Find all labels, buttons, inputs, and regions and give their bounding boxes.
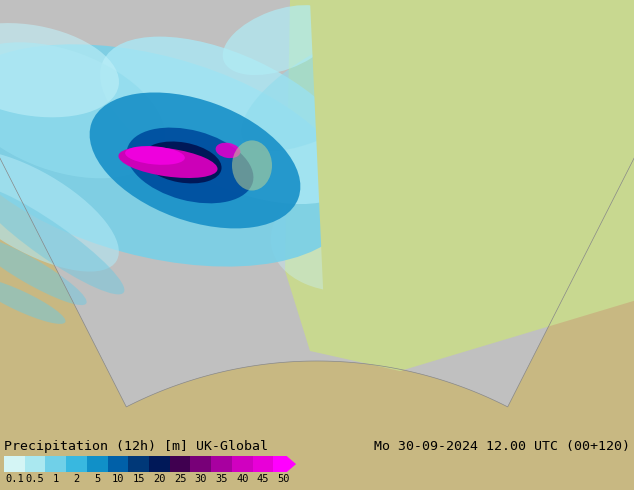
Ellipse shape	[223, 5, 337, 75]
Bar	[273, 456, 287, 472]
Ellipse shape	[271, 170, 450, 292]
Bar	[108, 456, 128, 472]
Ellipse shape	[143, 142, 221, 183]
Polygon shape	[287, 456, 296, 472]
Text: 0.5: 0.5	[26, 474, 44, 484]
Bar	[211, 456, 232, 472]
Ellipse shape	[0, 187, 124, 294]
Bar	[190, 456, 211, 472]
Text: Precipitation (12h) [m] UK-Global: Precipitation (12h) [m] UK-Global	[4, 440, 268, 453]
Ellipse shape	[127, 127, 254, 203]
Ellipse shape	[0, 44, 354, 267]
Ellipse shape	[0, 149, 119, 271]
Text: 10: 10	[112, 474, 124, 484]
Ellipse shape	[232, 141, 272, 191]
Ellipse shape	[216, 143, 240, 158]
Text: 45: 45	[257, 474, 269, 484]
Text: 2: 2	[74, 474, 80, 484]
Polygon shape	[310, 0, 634, 371]
Ellipse shape	[125, 146, 185, 165]
Ellipse shape	[241, 29, 419, 151]
Text: 0.1: 0.1	[5, 474, 23, 484]
Bar	[170, 456, 190, 472]
Polygon shape	[0, 0, 634, 407]
Bar	[87, 456, 108, 472]
Ellipse shape	[0, 278, 65, 324]
Text: 25: 25	[174, 474, 186, 484]
Ellipse shape	[89, 93, 301, 228]
Ellipse shape	[0, 23, 119, 117]
Bar	[4, 456, 25, 472]
Ellipse shape	[100, 37, 360, 204]
Bar	[128, 456, 149, 472]
Ellipse shape	[417, 111, 519, 260]
Text: 50: 50	[278, 474, 290, 484]
Text: Mo 30-09-2024 12.00 UTC (00+120): Mo 30-09-2024 12.00 UTC (00+120)	[374, 440, 630, 453]
Text: 35: 35	[216, 474, 228, 484]
Text: 30: 30	[195, 474, 207, 484]
Text: 5: 5	[94, 474, 100, 484]
Polygon shape	[285, 0, 634, 371]
Polygon shape	[370, 0, 634, 121]
Text: 1: 1	[53, 474, 59, 484]
Ellipse shape	[119, 147, 217, 178]
Bar	[232, 456, 252, 472]
Bar	[46, 456, 66, 472]
Ellipse shape	[0, 236, 87, 305]
Bar	[66, 456, 87, 472]
Ellipse shape	[451, 145, 486, 200]
Text: 15: 15	[133, 474, 145, 484]
Bar	[252, 456, 273, 472]
Ellipse shape	[457, 153, 479, 188]
Ellipse shape	[438, 130, 498, 220]
Text: 40: 40	[236, 474, 249, 484]
Bar	[25, 456, 46, 472]
Ellipse shape	[0, 42, 165, 178]
Bar	[149, 456, 170, 472]
Text: 20: 20	[153, 474, 165, 484]
